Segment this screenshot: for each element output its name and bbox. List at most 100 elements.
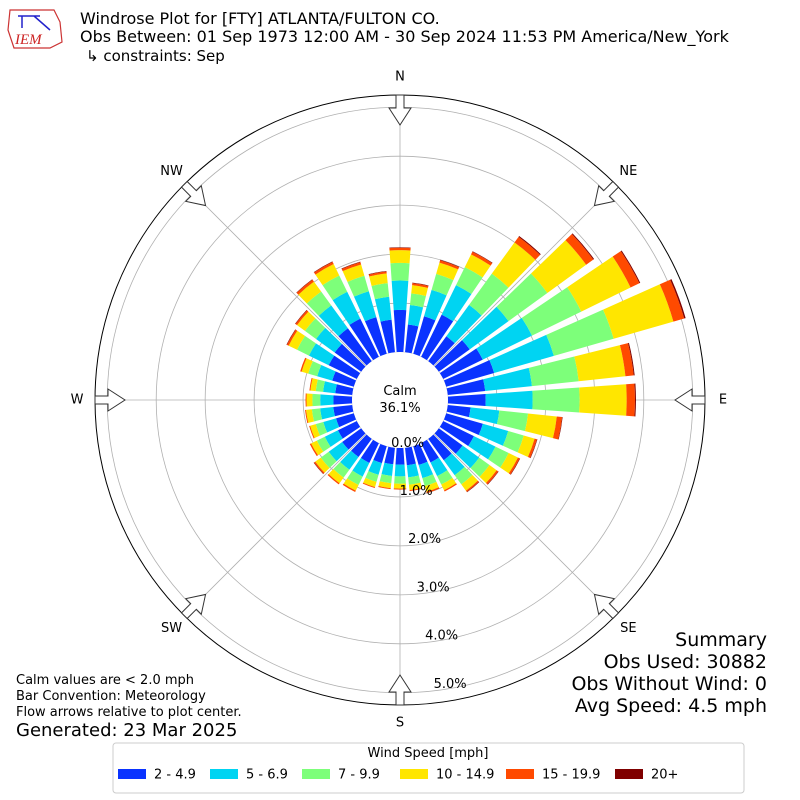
bar-segment xyxy=(670,279,686,319)
bar-segment xyxy=(334,343,366,372)
bar-segment xyxy=(409,487,423,492)
bar-segment xyxy=(349,318,379,361)
bar-segment xyxy=(332,371,357,387)
r-tick-label: 4.0% xyxy=(425,629,458,644)
bar-segment xyxy=(476,317,533,360)
bar-segment xyxy=(323,418,340,433)
flow-arrow xyxy=(593,180,620,207)
bar-segment xyxy=(413,443,428,465)
bar-segment xyxy=(440,259,460,268)
bar-segment xyxy=(488,446,509,468)
bar-segment xyxy=(446,304,482,344)
bar-segment xyxy=(468,436,496,460)
bar-segment xyxy=(443,453,465,476)
flow-arrow xyxy=(674,388,706,412)
r-tick-label: 1.0% xyxy=(400,484,433,499)
bar-segment xyxy=(446,379,486,395)
bar-segment xyxy=(439,421,474,447)
bar-segment xyxy=(421,314,454,361)
bar-segment xyxy=(603,284,674,339)
bar-segment xyxy=(286,329,298,346)
bar-segment xyxy=(389,247,411,249)
constraints: ↳ constraints: Sep xyxy=(86,47,225,65)
legend-swatch xyxy=(302,769,330,779)
bar-segment xyxy=(426,487,440,494)
bar-segment xyxy=(380,319,395,354)
bar-segment xyxy=(478,423,509,446)
flow-arrow xyxy=(388,94,412,126)
bar-segment xyxy=(405,446,416,466)
bar-segment xyxy=(328,442,349,462)
bar-segment xyxy=(309,443,318,457)
bar-segment xyxy=(353,291,377,322)
bar-segment xyxy=(394,476,406,484)
bar-segment xyxy=(439,348,483,379)
bar-segment xyxy=(320,451,337,469)
bar-segment xyxy=(305,393,307,407)
bar-segment xyxy=(408,482,422,491)
bar-segment xyxy=(306,393,313,407)
bar-segment xyxy=(335,384,354,395)
note: Bar Convention: Meteorology xyxy=(16,689,206,704)
bar-segment xyxy=(411,285,428,296)
bar-segment xyxy=(341,261,361,269)
bar-segment xyxy=(313,462,324,475)
flow-arrow xyxy=(593,593,620,620)
bar-segment xyxy=(424,481,439,492)
bar-segment xyxy=(362,482,376,489)
bar-segment xyxy=(518,236,541,255)
bar-segment xyxy=(322,275,348,301)
bar-segment xyxy=(310,378,318,392)
bar-segment xyxy=(439,260,460,270)
bar-segment xyxy=(461,475,478,491)
bar-segment xyxy=(567,256,631,312)
bar-segment xyxy=(409,293,426,308)
bar-segment xyxy=(472,251,493,264)
bar-segment xyxy=(510,458,521,475)
summary-line: Obs Without Wind: 0 xyxy=(571,673,767,695)
bar-segment xyxy=(434,340,470,372)
bar-segment xyxy=(574,345,626,382)
bar-segment xyxy=(508,457,520,475)
bar-segment xyxy=(469,273,509,316)
bar-segment xyxy=(558,417,563,440)
legend-label: 20+ xyxy=(651,768,678,783)
note: Flow arrows relative to plot center. xyxy=(16,705,242,720)
bar-segment xyxy=(394,464,406,477)
bar-segment xyxy=(395,447,405,465)
bar-segment xyxy=(308,343,335,366)
bar-segment xyxy=(412,283,429,288)
bar-segment xyxy=(465,480,479,492)
bar-segment xyxy=(466,481,480,493)
bar-segment xyxy=(360,439,379,463)
bar-segment xyxy=(424,289,447,321)
bar-segment xyxy=(530,439,538,459)
bar-segment xyxy=(317,364,336,381)
r-tick-label: 3.0% xyxy=(417,580,450,595)
bar-segment xyxy=(659,279,685,322)
legend-swatch xyxy=(400,769,428,779)
calm-label: Calm xyxy=(383,384,416,399)
bar-segment xyxy=(320,394,334,406)
bar-segment xyxy=(389,247,411,251)
logo: IEM xyxy=(7,9,63,49)
bar-segment xyxy=(571,233,595,260)
bar-segment xyxy=(455,445,480,469)
bar-segment xyxy=(620,250,641,284)
bar-segment xyxy=(320,407,335,420)
bar-segment xyxy=(306,409,315,423)
bar-segment xyxy=(412,282,429,286)
bar-segment xyxy=(341,262,362,272)
logo-outline xyxy=(7,9,63,49)
legend-box xyxy=(112,742,745,794)
bar-segment xyxy=(342,264,365,282)
bar-segment xyxy=(368,271,387,277)
bar-segment xyxy=(444,483,457,492)
bar-segment xyxy=(328,355,361,379)
bar-segment xyxy=(327,473,340,485)
bar-segment xyxy=(405,324,419,354)
bar-segment xyxy=(454,466,473,485)
bar-segment xyxy=(296,279,314,295)
bar-segment xyxy=(318,305,348,337)
